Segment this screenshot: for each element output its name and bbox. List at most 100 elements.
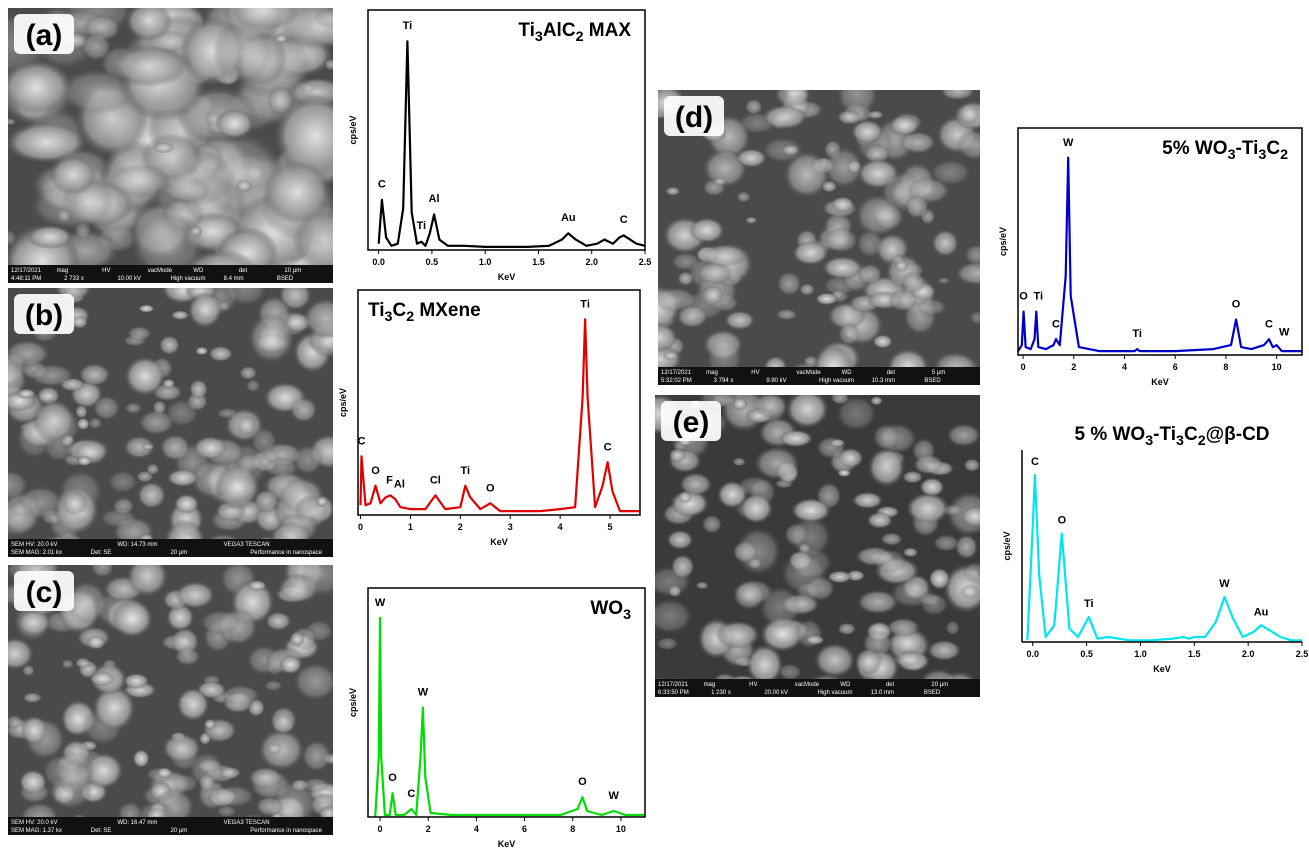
sem-grain [217, 805, 237, 817]
plot-background [368, 588, 645, 817]
figure: 12/17/2021magHVvacModeWDdet10 μm4:48:11 … [0, 0, 1309, 852]
sem-grain [774, 81, 811, 108]
sem-grain [724, 311, 755, 331]
info-text: 12/17/2021 [658, 682, 689, 688]
peak-label: C [604, 441, 612, 453]
sem-grain [204, 719, 216, 730]
sem-grain [822, 256, 863, 279]
x-axis-label: KeV [498, 839, 516, 849]
sem-grain [160, 434, 191, 461]
page: 12/17/2021magHVvacModeWDdet10 μm4:48:11 … [0, 0, 1309, 852]
sem-grain [82, 33, 112, 61]
x-tick-label: 2 [1071, 362, 1076, 372]
sem-grain [964, 244, 990, 265]
info-text: 5 μm [932, 370, 945, 376]
sem-grain [221, 685, 261, 706]
sem-grain [290, 397, 318, 423]
peak-label: Ti [580, 299, 590, 311]
sem-grain [777, 271, 802, 296]
sem-grain [156, 767, 172, 779]
info-text: Performance in nanospace [250, 550, 322, 556]
sem-grain [21, 716, 48, 745]
sem-grain [821, 180, 837, 192]
sem-grain [791, 498, 831, 523]
y-axis-label: cps/eV [998, 227, 1008, 256]
sem-grain [137, 481, 166, 509]
sem-grain [759, 585, 802, 629]
x-axis-label: KeV [1151, 377, 1169, 387]
info-text: SEM MAG: 2.01 kx [11, 550, 62, 556]
sem-grain [127, 555, 168, 596]
sem-grain [746, 644, 783, 685]
sem-grain [266, 742, 282, 754]
x-tick-label: 1.0 [479, 257, 492, 267]
eds-chart: 0.00.51.01.52.02.5KeVcps/eVCTiTiAlAuCTi3… [348, 10, 651, 282]
x-tick-label: 1 [408, 522, 413, 532]
sem-grain [735, 148, 767, 167]
sem-grain [776, 309, 798, 320]
sem-grain [108, 164, 172, 198]
sem-grain [188, 292, 223, 329]
peak-label: C [1031, 456, 1039, 468]
sem-grain [824, 227, 858, 253]
x-tick-label: 0.0 [372, 257, 385, 267]
peak-label: O [486, 483, 495, 495]
sem-grain [689, 217, 725, 243]
peak-label: C [378, 178, 386, 190]
sem-grain [754, 446, 800, 480]
sem-grain [165, 399, 198, 427]
sem-grain [264, 680, 282, 691]
sem-image: 12/17/2021magHVvacModeWDdet10 μm4:48:11 … [0, 0, 371, 309]
sem-grain [89, 671, 116, 686]
x-tick-label: 1.5 [1188, 649, 1201, 659]
sem-grain [77, 456, 93, 466]
info-text: 1 230 x [711, 690, 731, 696]
sem-grain [662, 351, 679, 361]
sem-grain [239, 366, 257, 380]
sem-grain [62, 491, 88, 516]
info-text: 4:48:11 PM [11, 276, 41, 282]
sem-grain [27, 225, 74, 249]
sem-grain [702, 515, 722, 534]
peak-label: Au [561, 212, 576, 224]
x-tick-label: 2 [458, 522, 463, 532]
x-tick-label: 2.5 [1296, 649, 1309, 659]
info-text: SEM HV: 20.0 kV [11, 820, 57, 826]
sem-grain [838, 323, 860, 346]
peak-label: C [1052, 318, 1060, 330]
x-tick-label: 0.0 [1027, 649, 1040, 659]
sem-grain [303, 298, 350, 339]
sem-grain [796, 582, 822, 600]
sem-grain [213, 785, 255, 808]
sem-grain [200, 610, 242, 635]
sem-grain [153, 400, 167, 415]
sem-grain [905, 194, 929, 218]
sem-grain [127, 326, 151, 341]
sem-grain [958, 103, 981, 125]
sem-grain [270, 706, 297, 735]
peak-label: O [578, 776, 587, 788]
peak-label: F [386, 475, 393, 487]
info-text: 10.00 kV [117, 276, 141, 282]
peak-label: C [407, 788, 415, 800]
sem-grain [733, 457, 746, 466]
sem-grain [906, 492, 950, 524]
sem-grain [679, 472, 712, 496]
sem-grain [665, 187, 680, 196]
sem-grain [831, 391, 850, 404]
sem-grain [920, 593, 949, 616]
info-text: 10.3 mm [872, 378, 895, 384]
sem-grain [125, 1, 173, 41]
sem-grain [872, 203, 904, 231]
sem-grain [667, 530, 694, 550]
info-text: vacMode [148, 268, 173, 274]
info-text: High vacuum [171, 276, 206, 282]
chart-title: 5 % WO3-Ti3C2@β-CD [1074, 424, 1269, 449]
y-axis-label: cps/eV [338, 388, 348, 417]
x-tick-label: 2 [426, 824, 431, 834]
x-tick-label: 4 [1122, 362, 1127, 372]
sem-grain [970, 311, 985, 324]
info-text: BSED [277, 276, 294, 282]
sem-grain [641, 323, 678, 352]
sem-grain [152, 142, 174, 153]
